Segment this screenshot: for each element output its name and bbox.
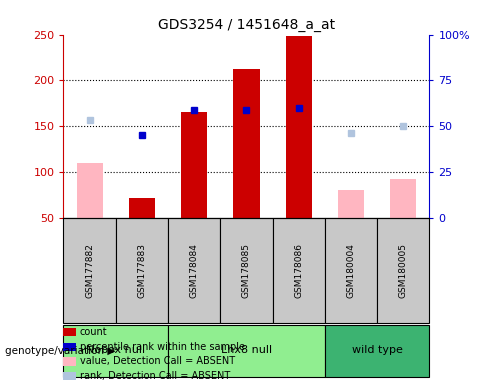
Text: wild type: wild type bbox=[352, 345, 403, 355]
Bar bbox=[129, 198, 155, 218]
Text: GSM177883: GSM177883 bbox=[137, 243, 146, 298]
Bar bbox=[63, 218, 116, 323]
Title: GDS3254 / 1451648_a_at: GDS3254 / 1451648_a_at bbox=[158, 18, 335, 32]
Text: value, Detection Call = ABSENT: value, Detection Call = ABSENT bbox=[80, 356, 235, 366]
Text: rank, Detection Call = ABSENT: rank, Detection Call = ABSENT bbox=[80, 371, 230, 381]
Text: GSM178084: GSM178084 bbox=[190, 243, 199, 298]
Text: Lhx8 null: Lhx8 null bbox=[221, 345, 272, 355]
Text: GSM178085: GSM178085 bbox=[242, 243, 251, 298]
Text: Nobox null: Nobox null bbox=[86, 345, 145, 355]
Bar bbox=[377, 218, 429, 323]
Bar bbox=[77, 163, 102, 218]
Bar bbox=[273, 218, 325, 323]
Bar bbox=[338, 190, 364, 218]
Bar bbox=[325, 325, 429, 377]
Text: GSM177882: GSM177882 bbox=[85, 243, 94, 298]
Text: count: count bbox=[80, 327, 107, 337]
Bar bbox=[116, 218, 168, 323]
Text: percentile rank within the sample: percentile rank within the sample bbox=[80, 342, 244, 352]
Bar bbox=[181, 113, 207, 218]
Text: GSM180004: GSM180004 bbox=[346, 243, 356, 298]
Bar bbox=[285, 36, 312, 218]
Bar bbox=[325, 218, 377, 323]
Bar bbox=[390, 179, 416, 218]
Text: genotype/variation ▶: genotype/variation ▶ bbox=[5, 346, 115, 356]
Bar bbox=[220, 218, 273, 323]
Text: GSM178086: GSM178086 bbox=[294, 243, 303, 298]
Bar bbox=[233, 70, 260, 218]
Bar bbox=[168, 218, 220, 323]
Bar bbox=[168, 325, 325, 377]
Bar bbox=[63, 325, 168, 377]
Text: GSM180005: GSM180005 bbox=[399, 243, 408, 298]
